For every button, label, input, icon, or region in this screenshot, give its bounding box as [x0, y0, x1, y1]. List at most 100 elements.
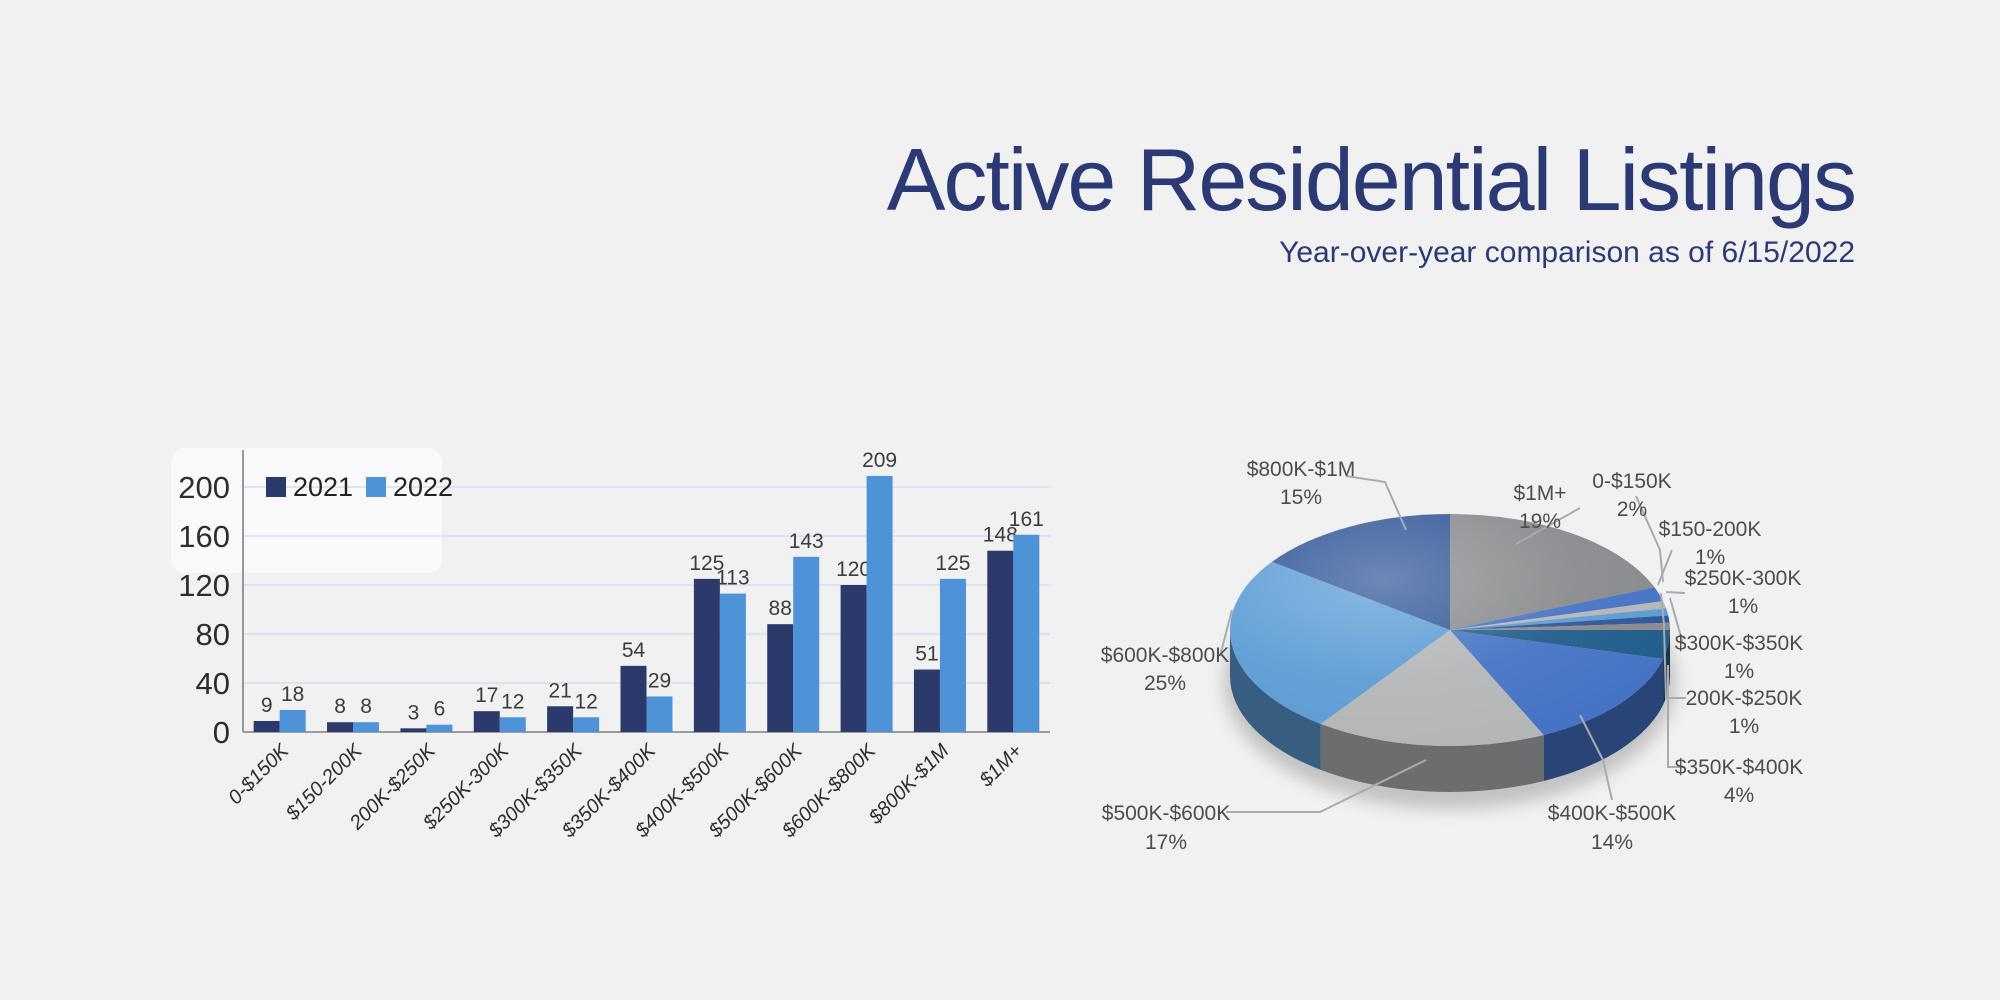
bar-2021-$600K-$800K [840, 585, 867, 732]
pie-label-name-$300K-$350K: $300K-$350K [1675, 632, 1803, 655]
bar-2021-$1M+ [987, 550, 1014, 732]
bar-value-2021-$400K-$500K: 125 [689, 552, 724, 575]
pie-chart: $1M+19%0-$150K2%$150-200K1%200K-$250K1%$… [1101, 458, 1803, 854]
bar-value-2021-$1M+: 148 [983, 524, 1018, 547]
bar-value-2021-$250K-300K: 17 [475, 684, 498, 707]
bar-value-2021-$300K-$350K: 21 [548, 679, 571, 702]
y-tick-120: 120 [178, 568, 230, 603]
bar-value-2021-$150-200K: 8 [334, 695, 346, 718]
pie-slice-side-$400K-$500K [1543, 658, 1664, 781]
bar-2021-$300K-$350K [547, 706, 574, 732]
pie-label-$300K-$350K: $300K-$350K 1% [1675, 632, 1803, 683]
pie-label-pct-$150-200K: 1% [1695, 546, 1725, 569]
bar-value-2022-$250K-300K: 12 [501, 690, 524, 713]
pie-callout-$400K-$500K [1579, 714, 1613, 801]
page-title: Active Residential Listings [886, 130, 1857, 229]
legend-item-2022: 2022 [366, 472, 453, 502]
pie-label-name-$500K-$600K: $500K-$600K [1102, 802, 1230, 825]
pie-label-$400K-$500K: $400K-$500K 14% [1548, 802, 1676, 854]
y-tick-200: 200 [178, 470, 230, 505]
bar-value-2022-200K-$250K: 6 [434, 698, 446, 721]
bar-value-2022-$600K-$800K: 209 [862, 449, 897, 472]
pie-label-$350K-$400K: $350K-$400K 4% [1675, 756, 1803, 807]
y-tick-40: 40 [196, 666, 230, 701]
bar-2022-200K-$250K [426, 724, 453, 732]
legend-item-2021: 2021 [266, 472, 353, 502]
pie-label-name-$250K-300K: $250K-300K [1685, 567, 1802, 590]
pie-label-name-0-$150K: 0-$150K [1592, 470, 1671, 493]
legend-swatch-2022 [366, 477, 386, 497]
bar-2021-0-$150K [253, 720, 280, 732]
bar-group-$250K-300K: 17 12 [473, 684, 526, 732]
pie-label-pct-$350K-$400K: 4% [1724, 784, 1754, 807]
pie-callout-$350K-$400K [1667, 665, 1685, 768]
pie-label-pct-0-$150K: 2% [1617, 498, 1647, 521]
pie-sheen [1230, 514, 1670, 746]
pie-label-name-$400K-$500K: $400K-$500K [1548, 802, 1676, 825]
bar-value-2021-$350K-$400K: 54 [622, 639, 646, 662]
pie-label-$150-200K: $150-200K 1% [1659, 518, 1762, 569]
bar-value-2021-$600K-$800K: 120 [836, 558, 871, 581]
pie-label-name-$600K-$800K: $600K-$800K [1101, 644, 1229, 667]
bar-2022-$350K-$400K [646, 696, 673, 732]
x-tick-0-$150K: 0-$150K [224, 739, 294, 809]
bar-group-$300K-$350K: 21 12 [547, 679, 600, 732]
header: Active Residential Listings Year-over-ye… [886, 130, 1857, 269]
bar-value-2022-0-$150K: 18 [281, 683, 304, 706]
bar-value-2022-$800K-$1M: 125 [935, 552, 970, 575]
bar-2021-200K-$250K [400, 728, 427, 732]
pie-label-name-$150-200K: $150-200K [1659, 518, 1762, 541]
pie-label-200K-$250K: 200K-$250K 1% [1686, 687, 1803, 738]
pie-label-$600K-$800K: $600K-$800K 25% [1101, 644, 1229, 695]
bar-2022-$1M+ [1013, 534, 1040, 732]
y-tick-labels: 0 40 80 120 160 200 [178, 470, 230, 750]
bar-2022-$300K-$350K [573, 717, 600, 732]
bar-value-2021-200K-$250K: 3 [408, 701, 420, 724]
pie-label-pct-$300K-$350K: 1% [1724, 660, 1754, 683]
bar-2021-$250K-300K [473, 711, 500, 732]
pie-callout-$300K-$350K [1669, 597, 1684, 645]
pie-label-pct-$600K-$800K: 25% [1144, 672, 1186, 695]
pie-label-$250K-300K: $250K-300K 1% [1685, 567, 1802, 618]
pie-label-name-$350K-$400K: $350K-$400K [1675, 756, 1803, 779]
pie-label-pct-$250K-300K: 1% [1728, 595, 1758, 618]
bar-2021-$800K-$1M [913, 669, 940, 732]
bar-2022-$150-200K [353, 722, 380, 732]
bar-value-2022-$400K-$500K: 113 [716, 567, 749, 590]
y-tick-80: 80 [196, 617, 230, 652]
bar-group-$500K-$600K: 88 143 [767, 530, 824, 732]
x-tick-$1M+: $1M+ [975, 740, 1027, 792]
bar-2022-$400K-$500K [719, 593, 746, 732]
pie-label-pct-$800K-$1M: 15% [1280, 486, 1322, 509]
pie-label-$800K-$1M: $800K-$1M 15% [1247, 458, 1356, 509]
y-tick-0: 0 [213, 715, 230, 750]
pie-callout-0-$150K [1635, 495, 1664, 583]
pie-callout-lines [1219, 475, 1686, 813]
bar-value-2022-$1M+: 161 [1009, 508, 1044, 531]
legend-swatch-2021 [266, 477, 286, 497]
page-subtitle: Year-over-year comparison as of 6/15/202… [1279, 236, 1855, 269]
bar-value-2022-$500K-$600K: 143 [789, 530, 824, 553]
bar-2021-$150-200K [327, 722, 354, 732]
bar-2022-$600K-$800K [866, 475, 893, 732]
pie-callout-$150-200K [1657, 549, 1673, 586]
bar-2022-$500K-$600K [793, 556, 820, 732]
y-tick-160: 160 [178, 519, 230, 554]
legend-label-2021: 2021 [293, 472, 353, 502]
bar-value-2022-$300K-$350K: 12 [574, 690, 597, 713]
bar-2022-$250K-300K [499, 717, 526, 732]
bar-2021-$400K-$500K [693, 578, 720, 732]
pie-callout-$250K-300K [1665, 591, 1686, 594]
bar-2022-$800K-$1M [939, 578, 966, 732]
pie-label-name-$800K-$1M: $800K-$1M [1247, 458, 1356, 481]
bar-group-0-$150K: 9 18 [253, 683, 306, 732]
chart-background-panel [171, 448, 442, 573]
pie-label-$1M+: $1M+ 19% [1513, 482, 1566, 533]
